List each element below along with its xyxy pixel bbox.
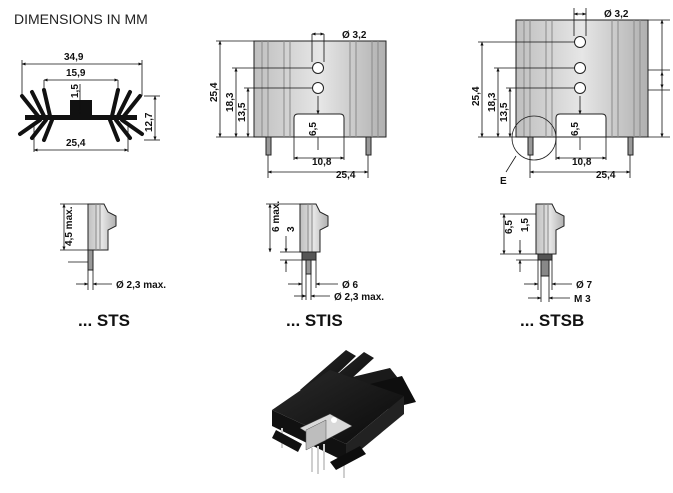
variant-stis: 6 max. 3 Ø 6 Ø 2,3 max. ... STIS bbox=[266, 201, 384, 330]
dim-hole-lower: 13,5 bbox=[237, 102, 248, 122]
dim-pin-pitch-b: 25,4 bbox=[596, 170, 616, 181]
variant-stsb: 6,5 1,5 Ø 7 M 3 ... STSB bbox=[500, 203, 593, 330]
front-view-b: E Ø 3,2 25,4 18,3 13,5 6,5 10,8 bbox=[471, 8, 670, 187]
sts-dim-a: 4,5 max. bbox=[64, 206, 75, 246]
heatsink-photo bbox=[272, 350, 416, 478]
dim-hole-upper-b: 18,3 bbox=[487, 92, 498, 112]
dim-height-total: 25,4 bbox=[209, 82, 220, 102]
detail-marker: E bbox=[500, 176, 507, 187]
stsb-dim-b: 1,5 bbox=[520, 218, 531, 232]
dim-height: 12,7 bbox=[144, 112, 155, 132]
profile-view: 34,9 15,9 1,5 12,7 25,4 bbox=[18, 52, 160, 152]
dim-slot-depth-b: 6,5 bbox=[570, 122, 581, 136]
page-title: DIMENSIONS IN MM bbox=[14, 11, 148, 27]
dim-width-inner: 15,9 bbox=[66, 68, 86, 79]
stsb-label: ... STSB bbox=[520, 311, 584, 330]
sts-dim-pin: Ø 2,3 max. bbox=[116, 280, 166, 291]
dim-pin-pitch: 25,4 bbox=[336, 170, 356, 181]
dim-hole-lower-b: 13,5 bbox=[499, 102, 510, 122]
dim-hole-diameter: Ø 3,2 bbox=[342, 30, 367, 41]
stis-dim-pin2: Ø 2,3 max. bbox=[334, 292, 384, 303]
dim-slot-width-b: 10,8 bbox=[572, 157, 592, 168]
dim-slot-depth: 6,5 bbox=[308, 122, 319, 136]
stis-dim-a: 6 max. bbox=[271, 201, 282, 232]
dim-hole-diameter-b: Ø 3,2 bbox=[604, 9, 629, 20]
stis-label: ... STIS bbox=[286, 311, 343, 330]
dim-slot-width: 10,8 bbox=[312, 157, 332, 168]
dim-hole-upper: 18,3 bbox=[225, 92, 236, 112]
dim-web-thickness: 1,5 bbox=[70, 84, 81, 98]
stis-dim-b: 3 bbox=[286, 226, 297, 232]
variant-sts: 4,5 max. Ø 2,3 max. ... STS bbox=[60, 203, 166, 330]
dim-width-total: 34,9 bbox=[64, 52, 84, 63]
stsb-dim-pin: Ø 7 bbox=[576, 280, 593, 291]
stsb-dim-pin2: M 3 bbox=[574, 294, 591, 305]
sts-label: ... STS bbox=[78, 311, 130, 330]
stis-dim-pin: Ø 6 bbox=[342, 280, 359, 291]
dim-height-total-b: 25,4 bbox=[471, 86, 482, 106]
front-view: Ø 3,2 25,4 18,3 13,5 6,5 10,8 25,4 bbox=[209, 30, 387, 181]
dim-base-width: 25,4 bbox=[66, 138, 86, 149]
stsb-dim-a: 6,5 bbox=[504, 220, 515, 234]
